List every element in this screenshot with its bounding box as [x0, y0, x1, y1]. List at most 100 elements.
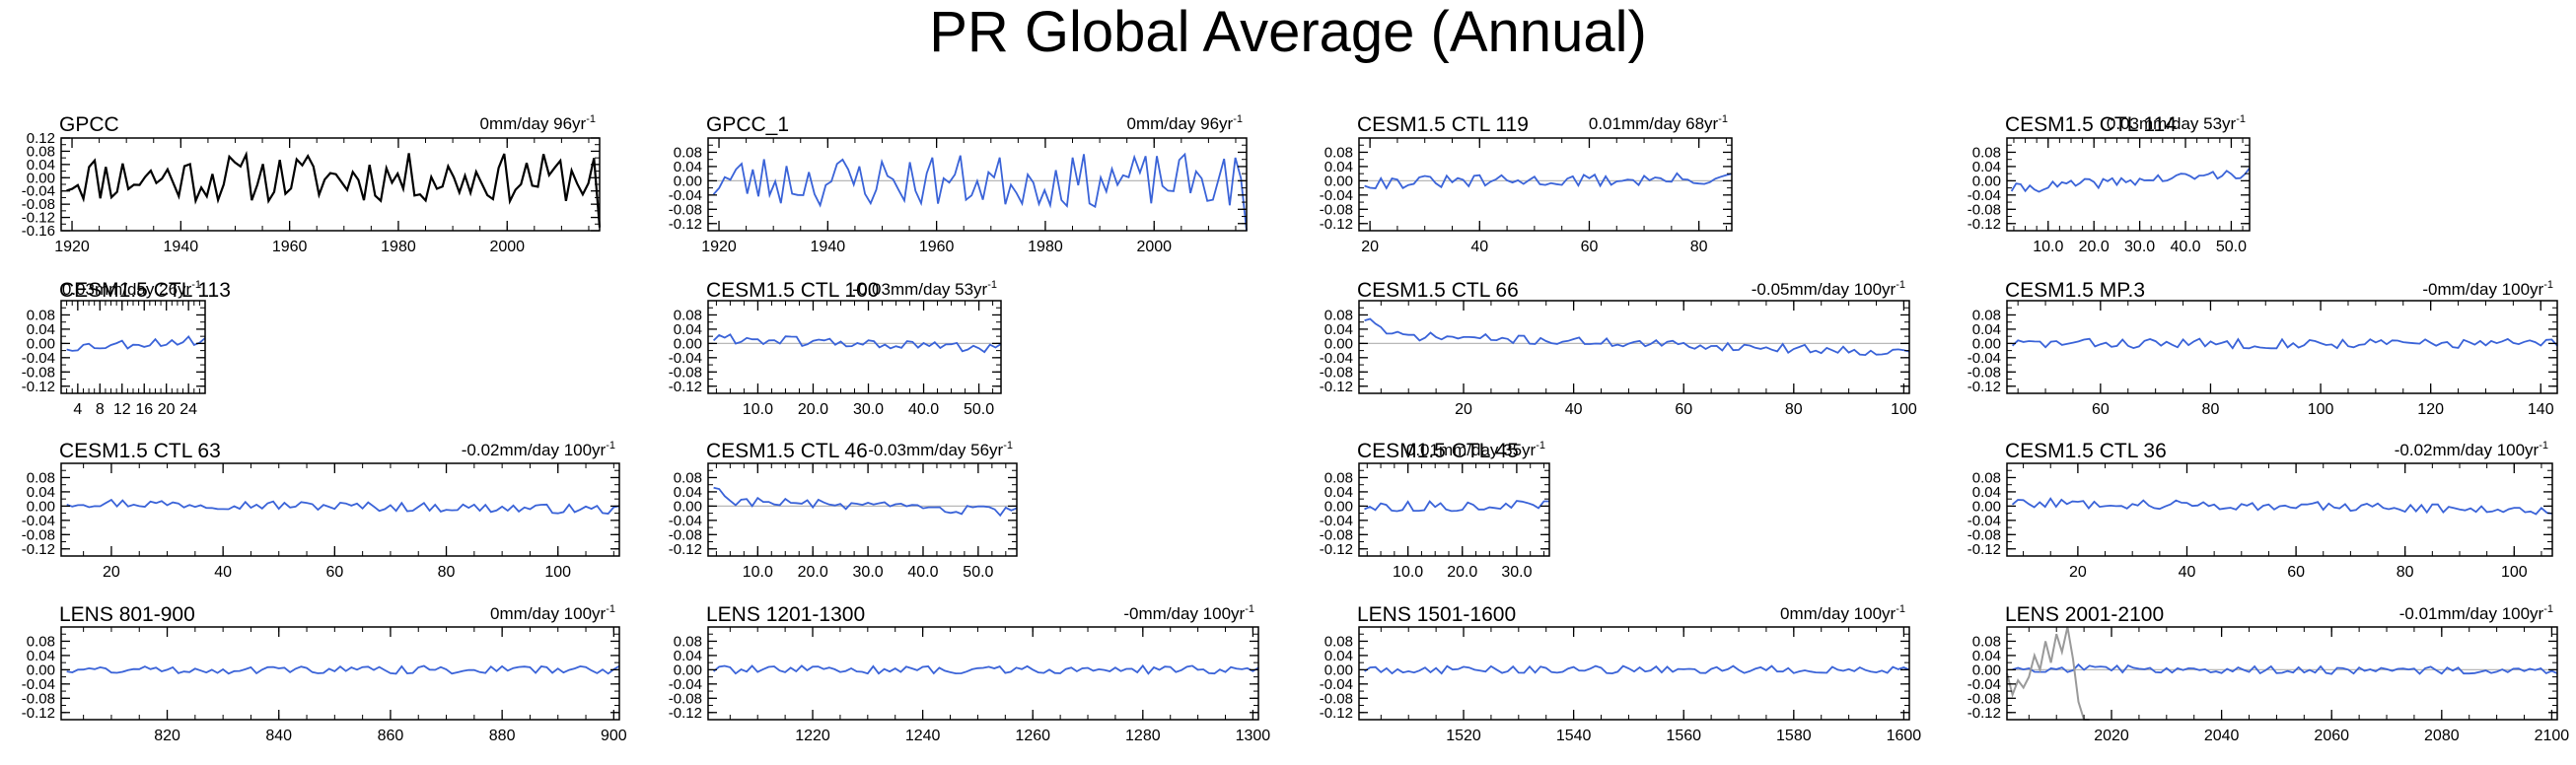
trend-exponent: -1: [2539, 440, 2548, 452]
y-tick-label: 0.00: [1324, 335, 1353, 352]
panel-trend-label: -0mm/day 100yr-1: [2422, 279, 2553, 299]
panel-trend-label: -0.05mm/day 100yr-1: [1752, 279, 1905, 299]
x-tick-label: 1520: [1446, 728, 1481, 744]
chart-panel: LENS 801-900 0mm/day 100yr-10.080.040.00-…: [22, 603, 627, 744]
x-tick-label: 30.0: [2124, 239, 2155, 255]
trend-exponent: -1: [1896, 603, 1905, 615]
y-tick-label: -0.08: [1320, 526, 1353, 543]
panel-trend-label: 0.01mm/day 35yr-1: [1406, 440, 1545, 459]
y-tick-label: -0.12: [1320, 541, 1353, 558]
x-tick-label: 2020: [2094, 728, 2129, 744]
y-tick-label: -0.08: [22, 690, 55, 707]
trend-exponent: -1: [606, 440, 615, 452]
x-tick-label: 20: [2069, 564, 2087, 581]
x-tick-label: 1580: [1776, 728, 1812, 744]
y-tick-label: 0.08: [674, 469, 702, 486]
plot-frame: [60, 626, 620, 721]
y-tick-label: -0.04: [22, 183, 55, 200]
x-tick-label: 1300: [1236, 728, 1271, 744]
y-tick-label: -0.08: [22, 196, 55, 213]
panel-trend-label: 0.03mm/day 26yr-1: [62, 279, 201, 299]
series-line: [66, 150, 602, 228]
series-line: [1364, 664, 1910, 675]
y-tick-label: -0.12: [22, 379, 55, 395]
figure-title: PR Global Average (Annual): [929, 0, 1647, 64]
panel-trend-label: -0.02mm/day 100yr-1: [2395, 440, 2548, 459]
series-line: [712, 333, 1002, 354]
y-tick-label: 0.04: [674, 321, 702, 338]
y-tick-label: 0.08: [1324, 469, 1353, 486]
y-tick-label: -0.08: [1968, 364, 2001, 381]
x-tick-label: 1920: [701, 239, 737, 255]
y-tick-label: 0.04: [27, 484, 55, 501]
trend-exponent: -1: [1245, 603, 1254, 615]
x-tick-label: 10.0: [743, 564, 773, 581]
x-tick-label: 60: [2092, 401, 2110, 418]
y-tick-label: -0.12: [1320, 705, 1353, 722]
panel-title: CESM1.5 CTL 119: [1357, 113, 1529, 136]
y-tick-label: 0.08: [1972, 307, 2001, 323]
chart-panel: CESM1.5 CTL 450.01mm/day 35yr-1 0.080.040…: [1320, 440, 1550, 581]
y-tick-label: -0.04: [22, 350, 55, 367]
plot-frame: [2006, 300, 2558, 394]
y-tick-label: 0.08: [1972, 633, 2001, 650]
x-tick-label: 80: [1785, 401, 1803, 418]
x-tick-label: 80: [2202, 401, 2220, 418]
trend-exponent: -1: [1896, 279, 1905, 291]
x-tick-label: 60: [2287, 564, 2305, 581]
panel-title: CESM1.5 CTL 63: [59, 440, 221, 462]
chart-panel: CESM1.5 CTL 100-0.03mm/day 53yr-10.080.0…: [669, 279, 1002, 418]
y-tick-label: 0.04: [1972, 484, 2001, 501]
series-line: [713, 663, 1259, 675]
x-tick-label: 900: [601, 728, 627, 744]
x-tick-label: 1920: [54, 239, 90, 255]
x-tick-label: 30.0: [853, 401, 884, 418]
x-tick-label: 860: [378, 728, 404, 744]
y-tick-label: 0.08: [674, 633, 702, 650]
y-tick-label: -0.12: [669, 216, 702, 233]
y-tick-label: -0.04: [669, 676, 702, 693]
panel-title: LENS 1201-1300: [706, 603, 865, 626]
y-tick-label: 0.12: [27, 130, 55, 147]
y-tick-label: 0.00: [1972, 661, 2001, 678]
y-tick-label: -0.04: [22, 513, 55, 529]
chart-panel: CESM1.5 MP.3 -0mm/day 100yr-1 0.080.040.00…: [1968, 279, 2558, 418]
series-line: [2011, 497, 2553, 516]
x-tick-label: 100: [1891, 401, 1917, 418]
panel-title: GPCC_1: [706, 113, 789, 136]
panel-title: CESM1.5 CTL 36: [2005, 440, 2167, 462]
x-tick-label: 100: [2501, 564, 2528, 581]
y-tick-label: 0.08: [1324, 633, 1353, 650]
y-tick-label: 0.00: [27, 170, 55, 186]
x-tick-label: 820: [154, 728, 180, 744]
x-tick-label: 840: [265, 728, 292, 744]
plot-frame: [1358, 137, 1733, 232]
y-tick-label: -0.12: [1968, 541, 2001, 558]
y-tick-label: -0.08: [1968, 690, 2001, 707]
y-tick-label: -0.04: [669, 513, 702, 529]
y-tick-label: -0.04: [1968, 676, 2001, 693]
x-tick-label: 1220: [795, 728, 830, 744]
y-tick-label: 0.04: [27, 321, 55, 338]
y-tick-label: -0.12: [1968, 705, 2001, 722]
trend-exponent: -1: [1536, 440, 1545, 452]
y-tick-label: 0.00: [1972, 498, 2001, 515]
plot-frame: [2006, 137, 2251, 232]
y-tick-label: 0.00: [674, 173, 702, 189]
y-tick-label: -0.04: [1320, 350, 1353, 367]
series-line: [713, 486, 1018, 518]
x-tick-label: 60: [1581, 239, 1599, 255]
x-tick-label: 20: [1361, 239, 1379, 255]
y-tick-label: -0.12: [22, 705, 55, 722]
plot-frame: [707, 626, 1259, 721]
y-tick-label: -0.08: [669, 364, 702, 381]
y-tick-label: 0.00: [1324, 498, 1353, 515]
y-tick-label: -0.16: [22, 223, 55, 240]
panel-title: CESM1.5 CTL 100: [706, 279, 879, 302]
chart-panel: CESM1.5 CTL 46 -0.03mm/day 56yr-1 0.080.04…: [669, 440, 1018, 581]
chart-panel: GPCC_1 0mm/day 96yr-10.080.040.00-0.04-0.…: [669, 113, 1248, 255]
x-tick-label: 1960: [919, 239, 955, 255]
panel-trend-label: -0.03mm/day 56yr-1: [868, 440, 1013, 459]
x-tick-label: 1260: [1015, 728, 1050, 744]
